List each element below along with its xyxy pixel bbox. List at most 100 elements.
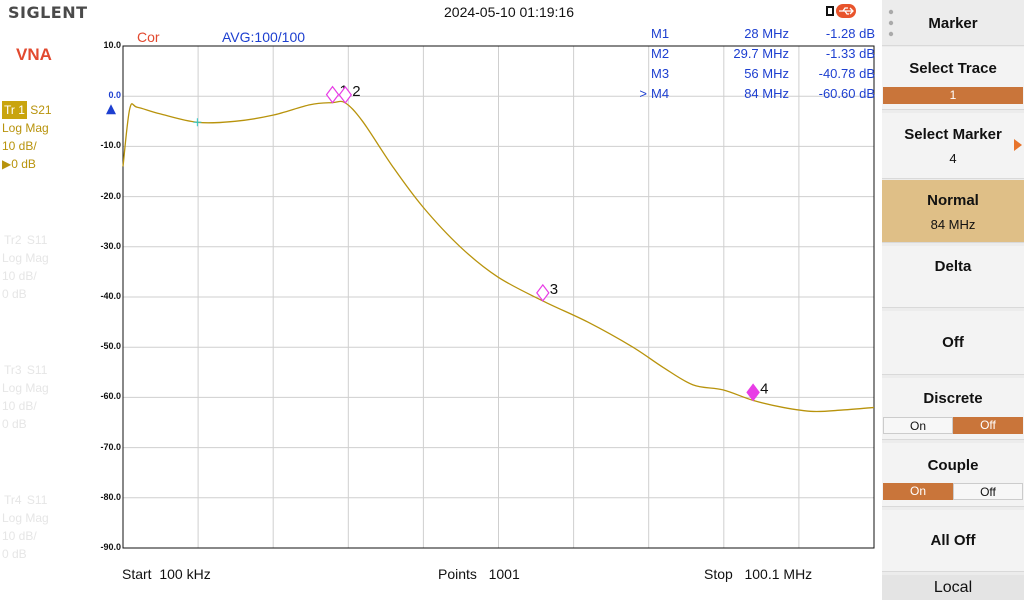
all-off-label: All Off [930,532,976,549]
discrete-switch[interactable]: On Off [883,417,1023,434]
stop-label: Stop [704,566,733,582]
all-off-button[interactable]: All Off [882,510,1024,572]
submenu-arrow-icon [1014,139,1022,151]
trace-format: Log Mag [2,121,49,135]
y-tick-label: -10.0 [100,140,121,151]
trace-format: Log Mag [2,511,49,525]
stop-frequency[interactable]: Stop 100.1 MHz [704,566,812,582]
couple-switch[interactable]: On Off [883,483,1023,500]
marker-row[interactable]: > M4 84 MHz -60.60 dB [637,84,877,104]
trace-name: Tr 1 [2,101,27,119]
couple-toggle[interactable]: Couple On Off [882,443,1024,507]
trace-scale: 10 dB/ [2,529,37,543]
marker-diamond [746,383,760,402]
select-trace-button[interactable]: Select Trace 1 [882,47,1024,110]
plot-frame [122,45,875,549]
select-trace-value: 1 [883,87,1023,104]
trace-format: Log Mag [2,251,49,265]
brand-logo: SIGLENT [8,3,88,22]
marker-row[interactable]: M2 29.7 MHz -1.33 dB [637,44,877,64]
start-frequency[interactable]: Start 100 kHz [122,566,211,582]
marker-value: -60.60 dB [818,86,875,101]
marker-freq: 56 MHz [744,66,789,81]
marker-number-label: 4 [760,380,768,397]
reference-level-icon [106,104,116,115]
points-count[interactable]: Points 1001 [438,566,520,582]
average-indicator: AVG:100/100 [222,29,306,45]
marker-row[interactable]: M1 28 MHz -1.28 dB [637,24,877,44]
correction-indicator: Cor [137,29,160,45]
trace-name: Tr4 [4,493,22,507]
usb-icon [826,4,856,18]
menu-title: Marker [882,0,1024,46]
marker-name: M2 [651,46,670,61]
trace-ref: 0 dB [2,547,27,561]
couple-off-option[interactable]: Off [953,483,1023,500]
select-marker-label: Select Marker [904,126,1002,143]
trace-scale: 10 dB/ [2,139,37,153]
marker-table: M1 28 MHz -1.28 dB M2 29.7 MHz -1.33 dB … [637,24,877,104]
y-tick-label: -40.0 [100,291,121,301]
stop-value: 100.1 MHz [744,566,813,582]
local-button[interactable]: Local [882,575,1024,600]
marker-freq: 28 MHz [744,26,789,41]
discrete-toggle[interactable]: Discrete On Off [882,378,1024,440]
y-tick-label: -30.0 [100,240,121,251]
marker-name: M1 [651,26,670,41]
trace-param: S11 [26,363,48,377]
y-tick-label: -50.0 [100,341,121,352]
y-tick-label: 0.0 [108,90,121,101]
y-tick-label: -60.0 [100,391,121,402]
points-value: 1001 [488,566,520,582]
marker-row[interactable]: M3 56 MHz -40.78 dB [637,64,877,84]
off-button[interactable]: Off [882,311,1024,375]
marker-freq: 29.7 MHz [733,46,789,61]
y-tick-label: -20.0 [100,190,121,201]
y-tick-label: -90.0 [100,542,121,552]
trace-param: S11 [26,493,48,507]
trace-ref: 0 dB [2,417,27,431]
discrete-on-option[interactable]: On [883,417,953,434]
marker-number-label: 3 [550,281,558,298]
trace-param: S21 [30,103,52,117]
trace-3-info[interactable]: Tr3 S11 Log Mag 10 dB/ 0 dB [2,361,49,433]
trace-name: Tr2 [4,233,22,247]
grip-dots-icon [888,8,894,38]
trace-4-info[interactable]: Tr4 S11 Log Mag 10 dB/ 0 dB [2,491,49,563]
marker-name: M4 [651,86,670,101]
y-tick-label: -70.0 [100,441,121,452]
off-label: Off [942,334,964,351]
marker-value: -40.78 dB [818,66,875,81]
marker-value: -1.33 dB [825,46,875,61]
normal-label: Normal [927,192,979,209]
select-marker-value: 4 [949,151,957,166]
marker-name: M3 [651,66,670,81]
marker-diamond [536,283,550,302]
top-bar: SIGLENT 2024-05-10 01:19:16 [0,0,882,22]
points-label: Points [438,566,477,582]
trace-format: Log Mag [2,381,49,395]
vna-plot[interactable]: 1234 [0,0,882,600]
couple-label: Couple [927,457,979,474]
datetime: 2024-05-10 01:19:16 [444,4,574,20]
y-tick-label: 10.0 [103,40,121,50]
discrete-label: Discrete [923,390,983,407]
trace-name: Tr3 [4,363,22,377]
local-label: Local [933,579,973,596]
cursor-cross-icon [193,118,202,127]
select-marker-button[interactable]: Select Marker 4 [882,113,1024,179]
trace-1-info[interactable]: Tr 1 S21 Log Mag 10 dB/ ▶0 dB [2,101,52,173]
discrete-off-option[interactable]: Off [953,417,1023,434]
trace-scale: 10 dB/ [2,269,37,283]
marker-value: -1.28 dB [825,26,875,41]
trace-2-info[interactable]: Tr2 S11 Log Mag 10 dB/ 0 dB [2,231,49,303]
couple-on-option[interactable]: On [883,483,953,500]
select-trace-label: Select Trace [909,60,997,77]
delta-label: Delta [934,258,972,275]
normal-marker-button[interactable]: Normal 84 MHz [882,180,1024,243]
delta-button[interactable]: Delta [882,246,1024,308]
trace-ref: 0 dB [2,287,27,301]
trace-param: S11 [26,233,48,247]
marker-diamond [338,85,353,104]
start-label: Start [122,566,152,582]
